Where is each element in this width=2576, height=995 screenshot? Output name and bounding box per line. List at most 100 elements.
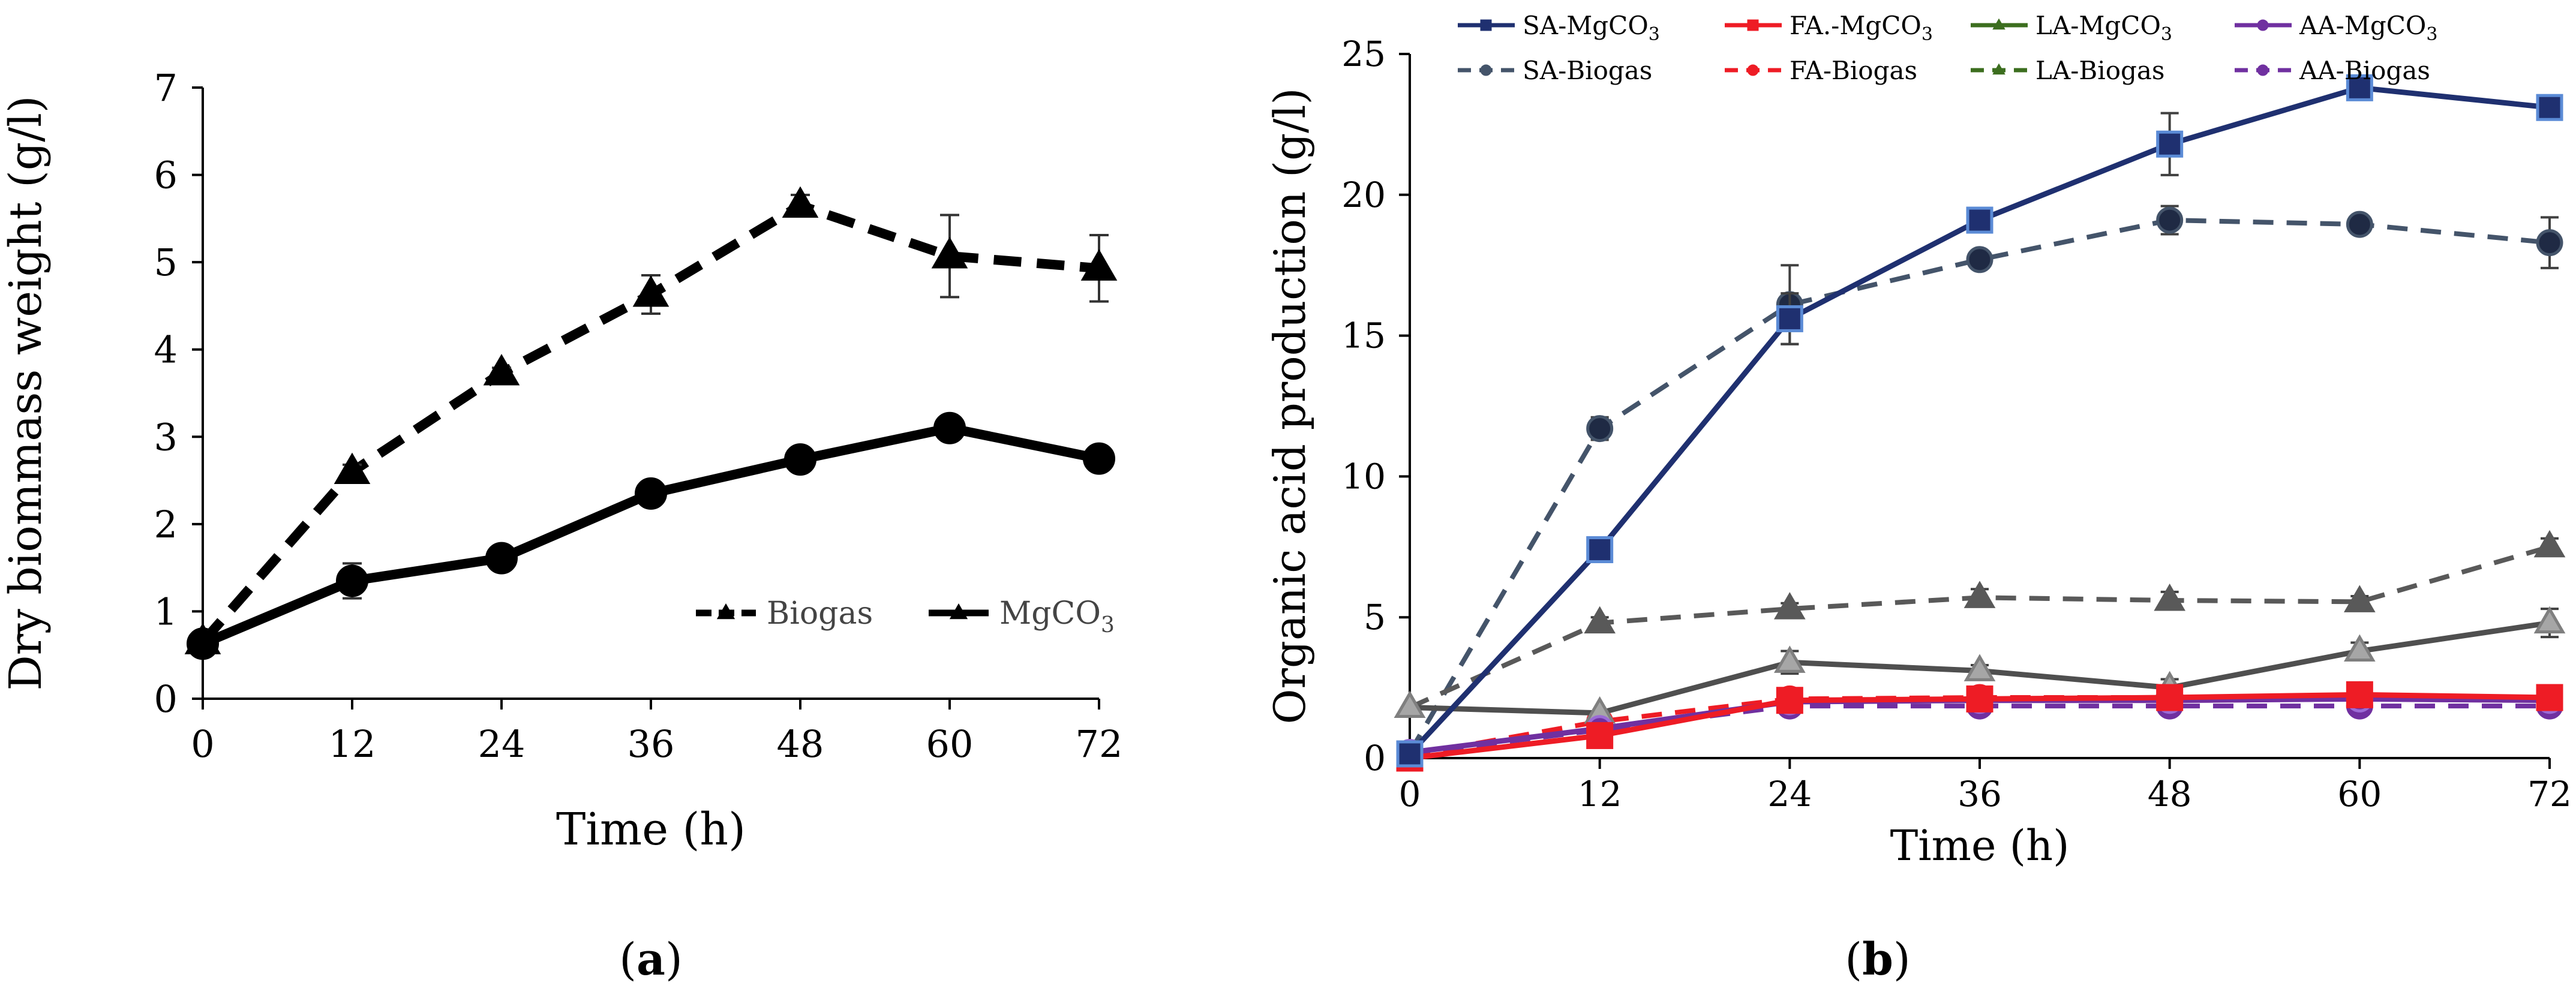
b-y-tick-label: 5 (1364, 597, 1386, 638)
a-data-point (485, 542, 518, 575)
b-data-point (2346, 211, 2373, 238)
b-data-point (2536, 229, 2563, 257)
a-data-point (784, 443, 816, 476)
a-data-point (1083, 442, 1115, 475)
b-y-tick-label: 0 (1364, 738, 1386, 778)
b-data-point (1586, 415, 1614, 443)
b-data-point (1776, 687, 1803, 714)
b-data-point (2156, 206, 2184, 234)
b-data-point (1773, 592, 1806, 620)
a-data-point (632, 275, 669, 307)
a-legend-label: Biogas (767, 596, 873, 632)
b-legend-label: LA-Biogas (2035, 56, 2164, 85)
b-data-point (1963, 654, 1996, 681)
a-legend-label: MgCO3 (999, 596, 1115, 638)
a-y-tick-label: 5 (154, 241, 178, 284)
b-x-tick-label: 72 (2527, 774, 2572, 814)
a-legend-marker (949, 603, 968, 620)
b-x-tick-label: 60 (2337, 774, 2382, 814)
b-legend-label: SA-MgCO3 (1523, 11, 1660, 45)
b-panel-label: (b) (1845, 934, 1911, 985)
a-data-point (483, 354, 520, 386)
b-data-point (1963, 581, 1996, 608)
a-y-tick-label: 2 (154, 503, 178, 546)
a-y-tick-label: 3 (154, 415, 178, 459)
a-legend: Biogas MgCO3 (696, 596, 1115, 638)
b-legend-label: SA-Biogas (1523, 56, 1652, 85)
b-data-point (2346, 74, 2373, 101)
b-y-tick-label: 10 (1341, 456, 1386, 497)
a-x-tick-label: 72 (1076, 722, 1123, 766)
b-legend-marker (1480, 64, 1492, 76)
b-data-point (1586, 722, 1614, 749)
a-x-axis-title: Time (h) (556, 804, 746, 855)
b-data-point (2343, 585, 2376, 612)
b-x-axis-title: Time (h) (1890, 821, 2070, 870)
b-x-tick-label: 48 (2148, 774, 2192, 814)
b-legend-label: AA-Biogas (2299, 56, 2430, 85)
a-legend-marker (716, 603, 735, 620)
a-y-tick-label: 7 (154, 66, 178, 110)
a-y-tick-label: 6 (154, 154, 178, 197)
b-legend-marker (2257, 64, 2269, 76)
b-data-point (2343, 634, 2376, 662)
b-data-point (1773, 645, 1806, 673)
b-data-point (2154, 584, 2186, 611)
a-data-point (1080, 249, 1118, 281)
b-data-point (1584, 606, 1616, 634)
b-x-tick-label: 36 (1957, 774, 2002, 814)
a-x-tick-label: 24 (478, 722, 526, 766)
b-x-tick-label: 24 (1767, 774, 1812, 814)
b-legend-label: AA-MgCO3 (2299, 11, 2437, 45)
a-y-axis-title: Dry biommass weight (g/l) (0, 95, 52, 690)
b-legend-marker (1747, 64, 1759, 76)
a-x-tick-label: 0 (191, 722, 214, 766)
a-x-tick-label: 48 (777, 722, 824, 766)
a-data-point (933, 411, 966, 444)
b-legend-label: FA.-MgCO3 (1790, 11, 1933, 45)
b-data-point (2156, 684, 2184, 711)
b-data-point (1586, 536, 1614, 563)
b-data-point (2536, 684, 2563, 711)
a-y-tick-label: 1 (154, 590, 178, 633)
b-data-point (1966, 685, 1993, 713)
a-panel-label: (a) (619, 934, 683, 985)
b-data-point (1776, 305, 1803, 332)
b-data-point (1966, 206, 1993, 234)
b-x-tick-label: 12 (1578, 774, 1622, 814)
b-y-axis-title: Organic acid production (g/l) (1265, 88, 1315, 724)
b-data-point (2156, 130, 2184, 158)
b-y-tick-label: 20 (1341, 175, 1386, 215)
a-data-point (931, 237, 968, 269)
b-data-point (2536, 94, 2563, 121)
b-x-tick-label: 0 (1399, 774, 1421, 814)
b-legend-marker (1480, 19, 1492, 31)
a-series-biogas (184, 186, 1118, 654)
panel-b-chart: 0 5 10 15 20 25 0 12 24 36 48 60 72 Time (h) Organic a… (1265, 11, 2572, 985)
b-legend-label: LA-MgCO3 (2035, 11, 2172, 45)
a-data-point (187, 627, 219, 660)
b-legend-marker (2257, 19, 2269, 31)
a-data-point (782, 186, 819, 218)
b-legend-label: FA-Biogas (1790, 56, 1917, 85)
b-y-tick-label: 15 (1341, 315, 1386, 356)
a-x-tick-label: 60 (926, 722, 974, 766)
b-series-sa-mgco3 (1396, 74, 2563, 768)
a-x-tick-label: 36 (628, 722, 675, 766)
b-y-tick-label: 25 (1341, 34, 1386, 74)
b-data-point (2533, 606, 2566, 634)
a-y-tick-label: 4 (154, 328, 178, 372)
a-series-mgco3 (187, 411, 1115, 660)
a-data-point (635, 477, 667, 510)
a-y-tick-label: 0 (154, 677, 178, 721)
a-x-tick-label: 12 (329, 722, 376, 766)
a-data-point (336, 564, 368, 597)
b-data-point (1396, 740, 1424, 768)
b-data-point (2533, 530, 2566, 558)
b-legend: SA-MgCO3 FA.-MgCO3 LA-MgCO3 AA-MgCO3 SA-Biog… (1458, 11, 2437, 85)
b-legend-marker (1992, 63, 2005, 75)
a-data-point (334, 452, 371, 485)
